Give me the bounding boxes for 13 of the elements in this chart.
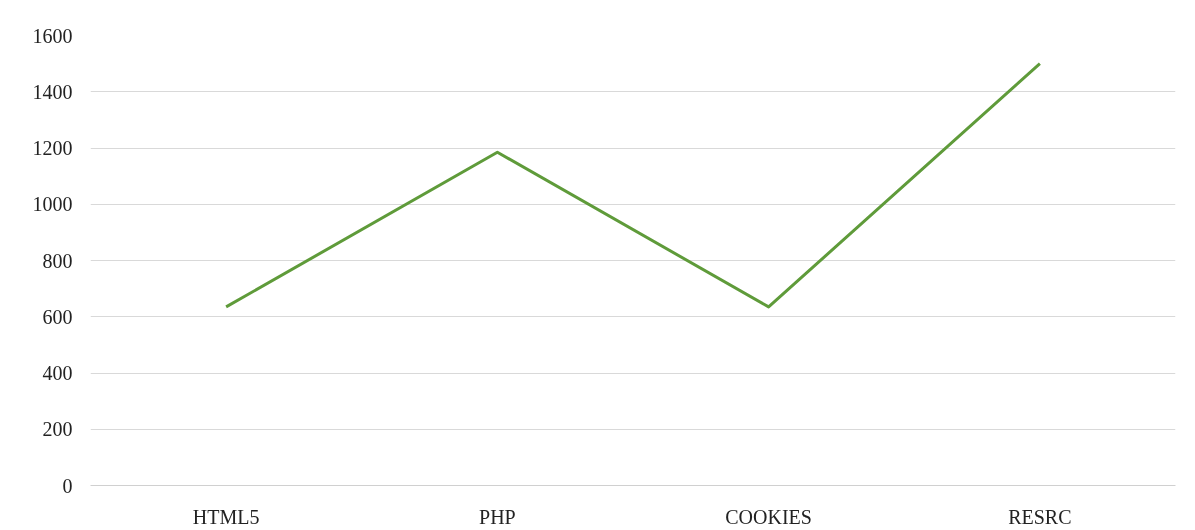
y-tick-label: 200 — [42, 418, 73, 441]
x-tick-label: HTML5 — [192, 505, 260, 528]
x-tick-label: COOKIES — [725, 505, 812, 528]
y-tick-label: 1000 — [32, 193, 73, 216]
y-tick-label: 1200 — [32, 137, 73, 159]
y-tick-label: 800 — [42, 249, 73, 272]
x-tick-label: PHP — [479, 505, 516, 528]
y-tick-label: 400 — [42, 362, 73, 384]
y-tick-label: 1600 — [32, 24, 73, 47]
x-tick-label: RESRC — [1008, 505, 1072, 528]
y-tick-label: 1400 — [32, 80, 73, 103]
y-tick-label: 0 — [62, 474, 73, 497]
y-tick-label: 600 — [42, 305, 73, 328]
